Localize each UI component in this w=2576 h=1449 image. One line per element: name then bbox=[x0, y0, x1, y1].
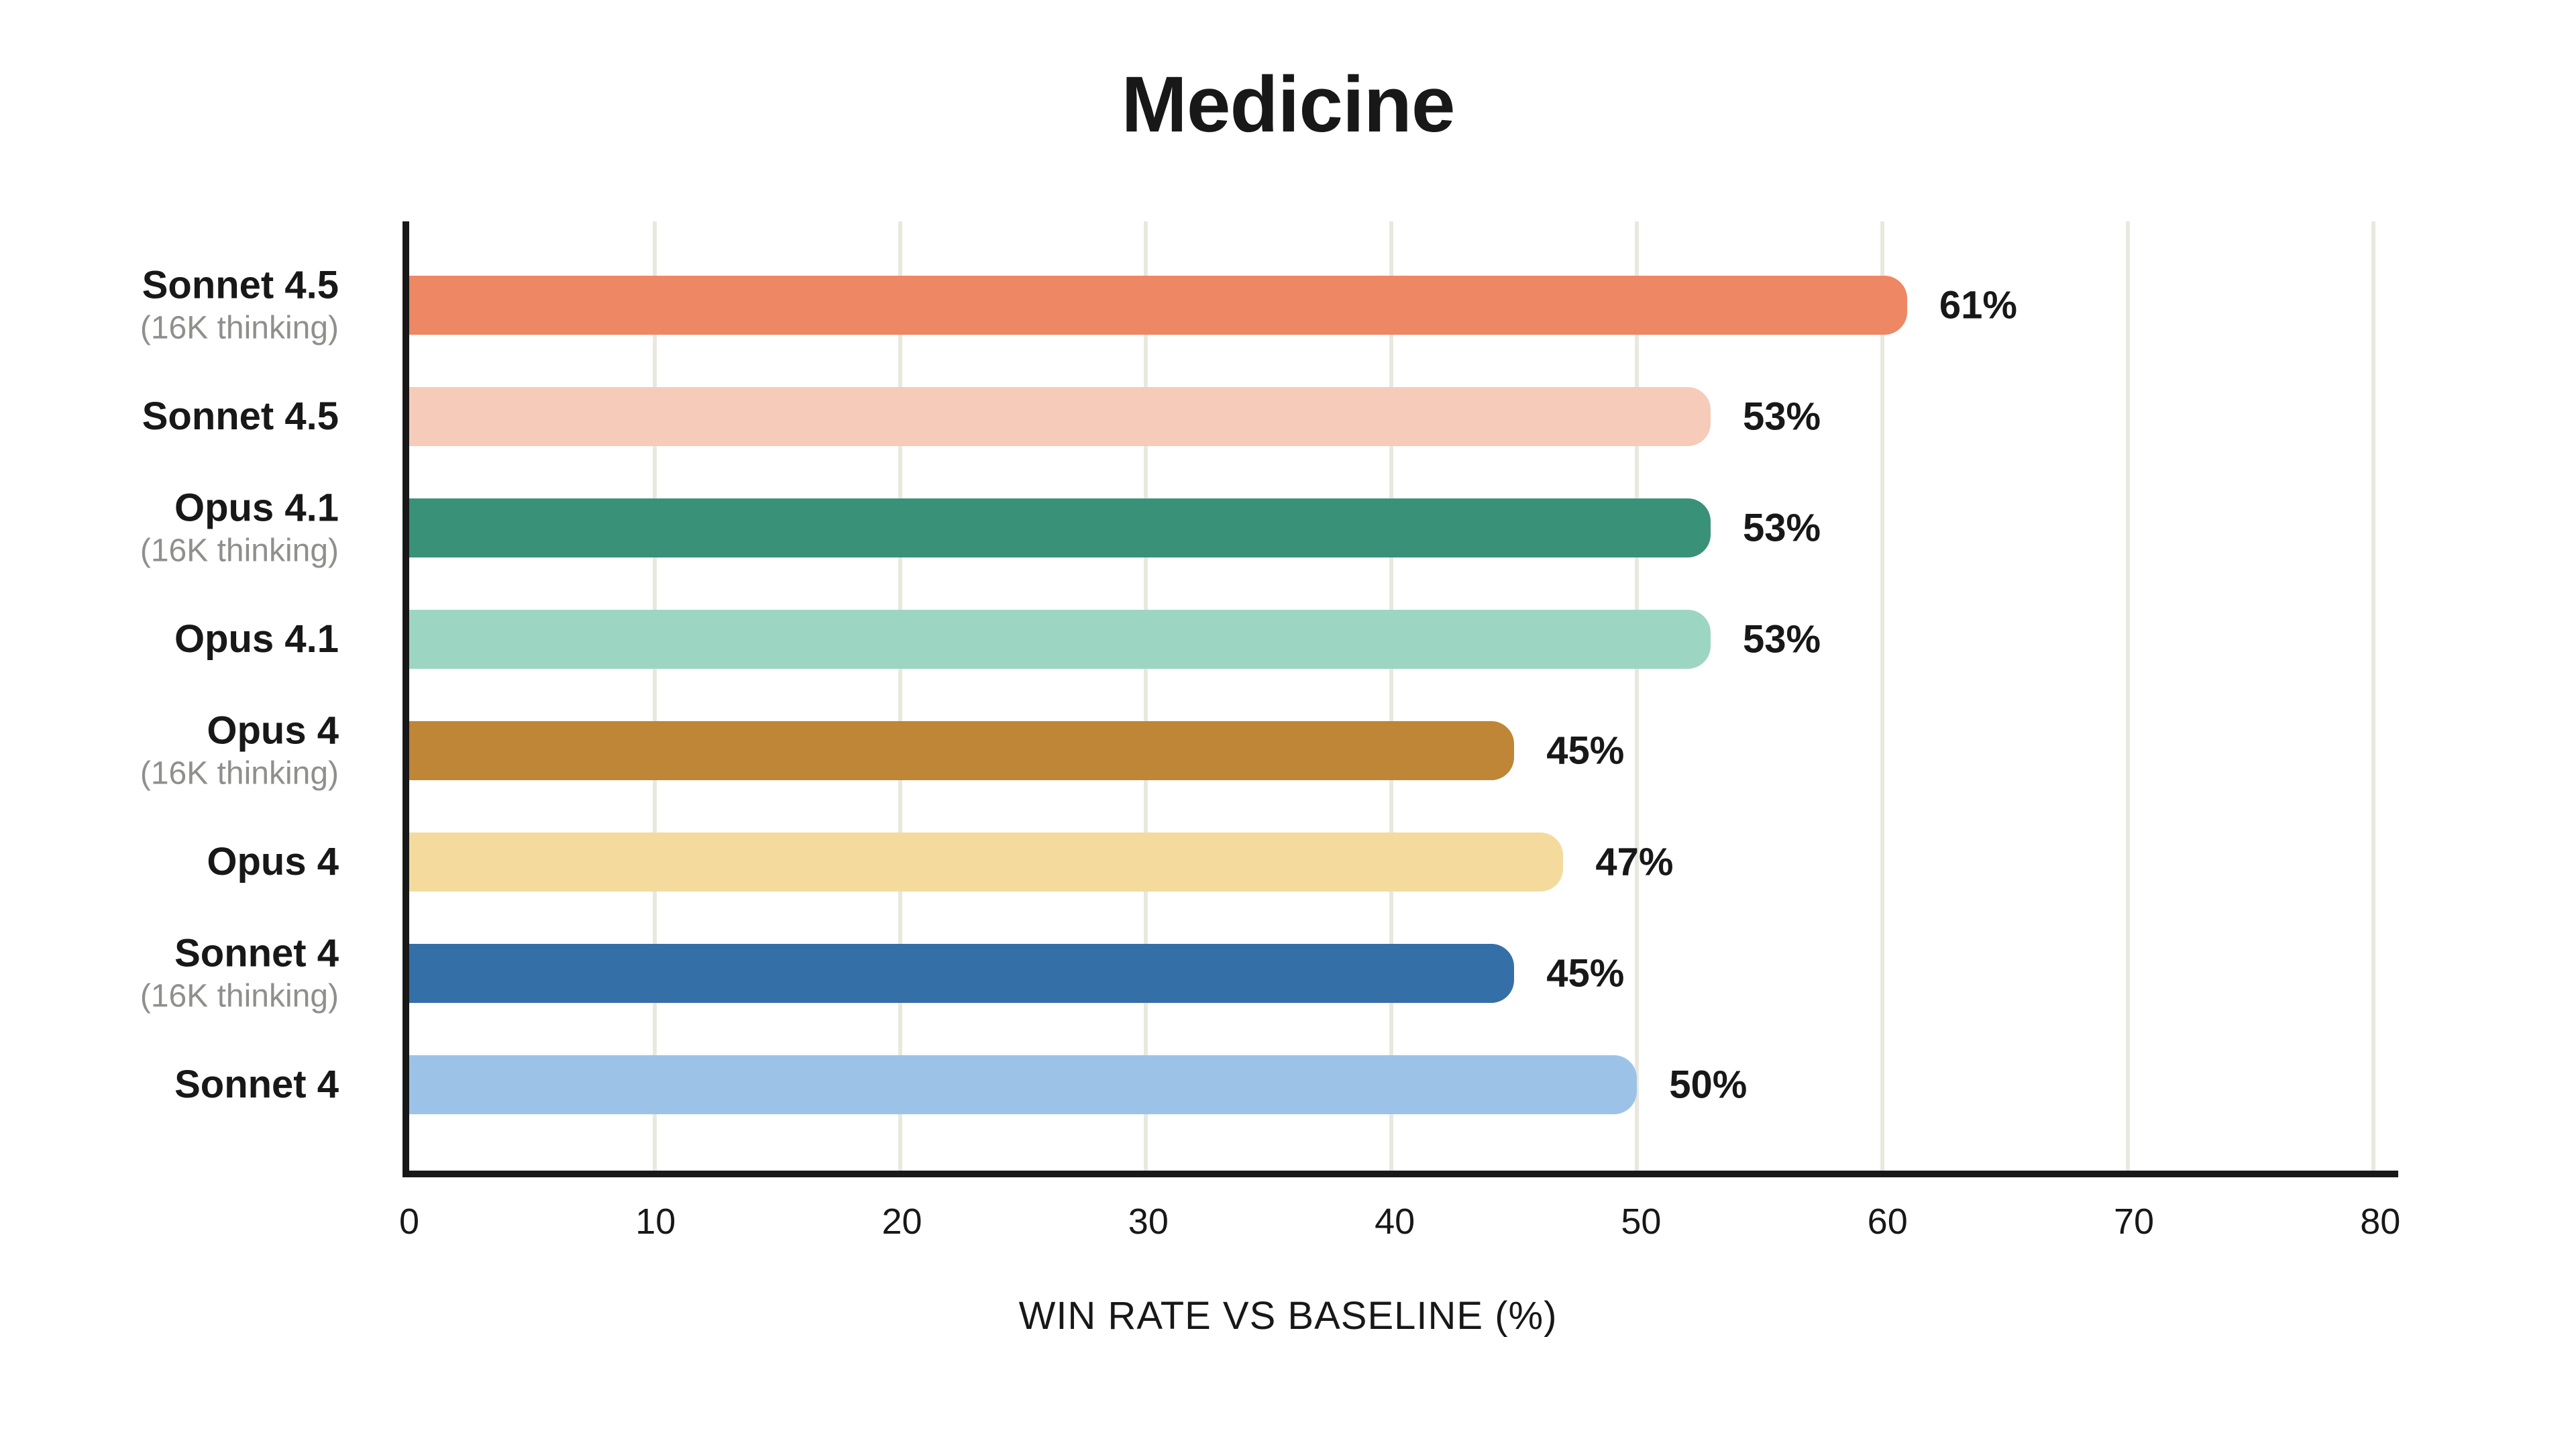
model-name: Opus 4.1 bbox=[174, 486, 339, 530]
x-tick-label-30: 30 bbox=[1128, 1201, 1169, 1242]
y-axis-label: Sonnet 4.5 (16K thinking) bbox=[140, 264, 339, 347]
gridline-80 bbox=[2371, 221, 2376, 1171]
gridline-60 bbox=[1880, 221, 1885, 1171]
bar-value-label: 47% bbox=[1595, 840, 1674, 884]
gridline-30 bbox=[1144, 221, 1148, 1171]
gridline-50 bbox=[1635, 221, 1640, 1171]
bar bbox=[409, 387, 1711, 446]
y-axis-label: Opus 4.1 (16K thinking) bbox=[140, 486, 339, 570]
y-axis-label: Sonnet 4 bbox=[174, 1063, 339, 1106]
y-axis-label: Sonnet 4 (16K thinking) bbox=[140, 932, 339, 1015]
chart-title: Medicine bbox=[1121, 60, 1456, 149]
model-name: Opus 4 bbox=[207, 840, 339, 884]
bar-row-6: Sonnet 4 (16K thinking) 45% bbox=[140, 918, 2398, 1029]
model-variant: (16K thinking) bbox=[140, 310, 339, 346]
bar-rows: Sonnet 4.5 (16K thinking) 61% Sonnet 4.5 53%… bbox=[140, 221, 2398, 1171]
gridlines bbox=[409, 221, 2398, 1171]
model-name: Sonnet 4.5 bbox=[142, 263, 339, 307]
bar-value-label: 61% bbox=[1939, 283, 2017, 327]
model-name: Sonnet 4 bbox=[174, 1063, 339, 1107]
bar bbox=[409, 833, 1564, 892]
gridline-20 bbox=[898, 221, 903, 1171]
x-axis-ticks: 0 10 20 30 40 50 60 70 80 bbox=[399, 1201, 2405, 1248]
bar-row-5: Opus 4 47% bbox=[207, 806, 2398, 918]
bar bbox=[409, 276, 1907, 335]
y-axis-label: Opus 4.1 bbox=[174, 618, 339, 661]
bar bbox=[409, 610, 1711, 669]
x-tick-label-20: 20 bbox=[881, 1201, 922, 1242]
bar-row-4: Opus 4 (16K thinking) 45% bbox=[140, 695, 2398, 806]
gridline-70 bbox=[2126, 221, 2131, 1171]
bar-value-label: 53% bbox=[1743, 617, 1821, 661]
bar bbox=[409, 1055, 1638, 1114]
x-axis-label: WIN RATE VS BASELINE (%) bbox=[1018, 1294, 1558, 1338]
x-tick-label-40: 40 bbox=[1375, 1201, 1415, 1242]
bar-row-3: Opus 4.1 53% bbox=[174, 584, 2398, 695]
model-name: Opus 4 bbox=[207, 708, 339, 753]
x-tick-label-60: 60 bbox=[1867, 1201, 1908, 1242]
model-variant: (16K thinking) bbox=[140, 533, 339, 569]
bar-value-label: 45% bbox=[1546, 951, 1625, 996]
bar-row-0: Sonnet 4.5 (16K thinking) 61% bbox=[140, 250, 2398, 361]
y-axis-label: Opus 4 (16K thinking) bbox=[140, 708, 339, 792]
bar-value-label: 53% bbox=[1743, 506, 1821, 550]
bar-row-7: Sonnet 4 50% bbox=[174, 1029, 2398, 1140]
model-variant: (16K thinking) bbox=[140, 755, 339, 792]
x-tick-label-0: 0 bbox=[398, 1201, 420, 1242]
bar-value-label: 45% bbox=[1546, 729, 1625, 773]
y-axis-label: Opus 4 bbox=[207, 841, 339, 883]
x-tick-label-50: 50 bbox=[1621, 1201, 1662, 1242]
model-name: Sonnet 4 bbox=[174, 931, 339, 975]
bar bbox=[409, 944, 1515, 1003]
bar-row-2: Opus 4.1 (16K thinking) 53% bbox=[140, 472, 2398, 584]
gridline-10 bbox=[653, 221, 657, 1171]
plot-area: Sonnet 4.5 (16K thinking) 61% Sonnet 4.5 53%… bbox=[140, 221, 2398, 1177]
gridline-40 bbox=[1389, 221, 1394, 1171]
bar bbox=[409, 721, 1515, 780]
model-variant: (16K thinking) bbox=[140, 978, 339, 1014]
model-name: Opus 4.1 bbox=[174, 617, 339, 661]
bar-value-label: 50% bbox=[1669, 1063, 1748, 1107]
y-axis-label: Sonnet 4.5 bbox=[142, 395, 339, 438]
bar-value-label: 53% bbox=[1743, 394, 1821, 439]
x-tick-label-10: 10 bbox=[635, 1201, 676, 1242]
model-name: Sonnet 4.5 bbox=[142, 394, 339, 439]
x-tick-label-70: 70 bbox=[2113, 1201, 2155, 1242]
bar bbox=[409, 498, 1711, 557]
x-tick-label-80: 80 bbox=[2360, 1201, 2401, 1242]
bar-row-1: Sonnet 4.5 53% bbox=[142, 361, 2398, 472]
